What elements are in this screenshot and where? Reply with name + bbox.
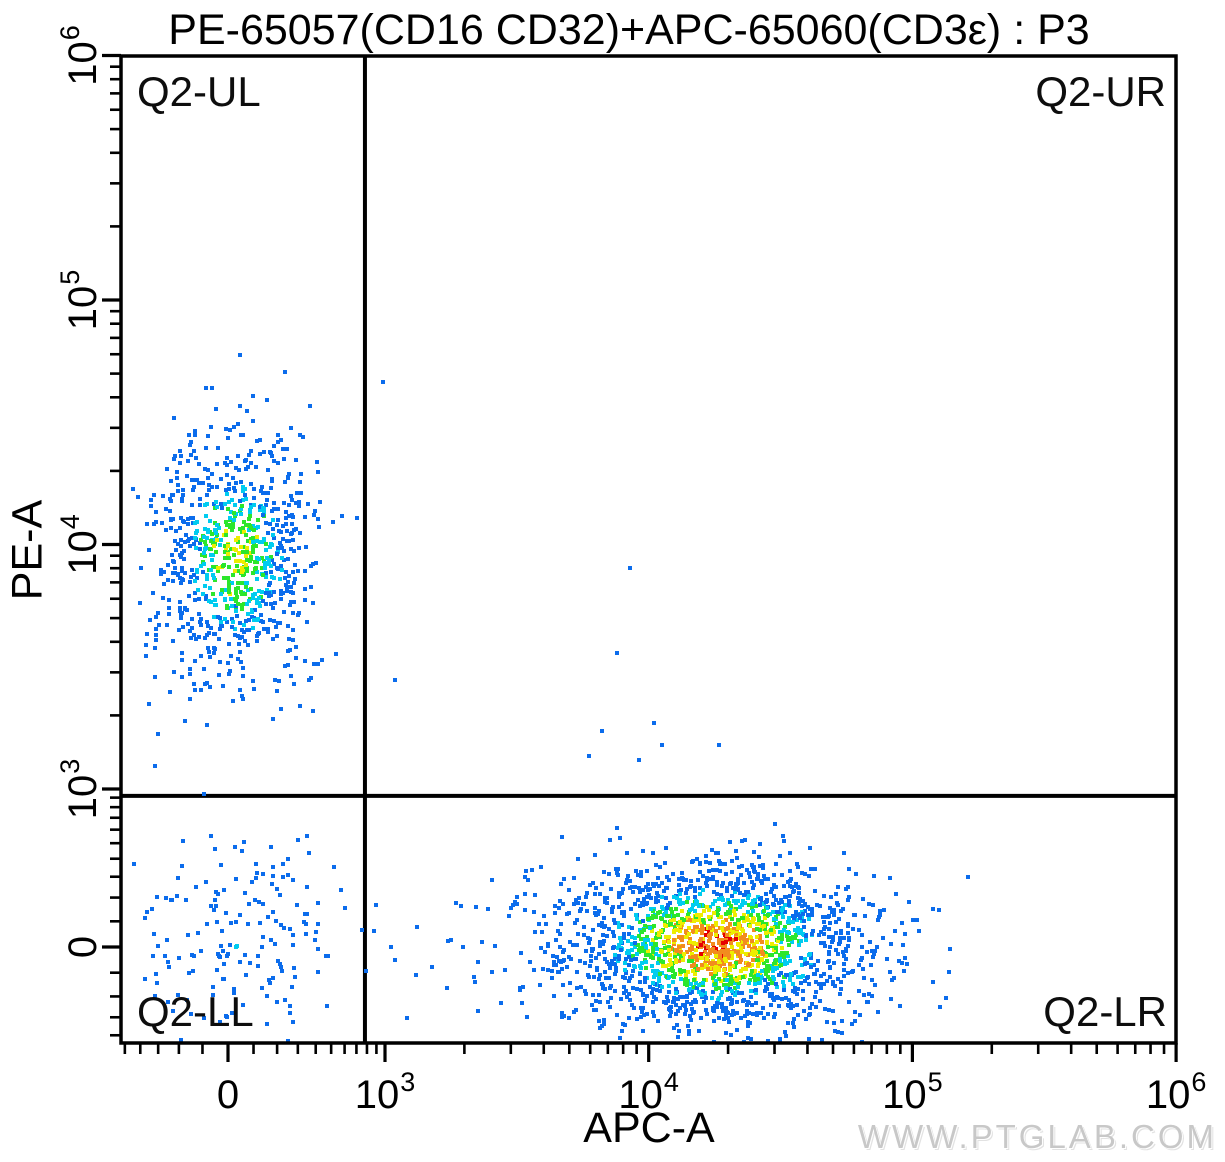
- watermark: WWW.PTGLAB.COM: [857, 1118, 1217, 1155]
- y-axis-ticks: [102, 53, 121, 1037]
- svg-text:0: 0: [61, 936, 105, 958]
- scatter-points: [131, 353, 970, 1042]
- chart-title: PE-65057(CD16 CD32)+APC-65060(CD3ε) : P3: [168, 6, 1090, 54]
- svg-text:105: 105: [55, 270, 105, 331]
- svg-text:103: 103: [355, 1067, 416, 1117]
- quadrant-gate-lines: [121, 56, 1176, 1043]
- svg-text:103: 103: [55, 759, 105, 820]
- y-axis-tick-labels: 0 103 104 105 106: [55, 25, 105, 958]
- y-axis-title: PE-A: [3, 499, 52, 601]
- svg-text:106: 106: [55, 25, 105, 86]
- svg-text:105: 105: [882, 1067, 943, 1117]
- svg-text:104: 104: [55, 514, 105, 575]
- quadrant-label-ll: Q2-LL: [137, 988, 254, 1035]
- x-axis-tick-labels: 0 103 104 105 106: [217, 1067, 1206, 1117]
- quadrant-label-ul: Q2-UL: [137, 68, 261, 115]
- quadrant-label-ur: Q2-UR: [1035, 68, 1166, 115]
- x-axis-title: APC-A: [583, 1104, 715, 1152]
- svg-text:104: 104: [618, 1067, 679, 1117]
- quadrant-label-lr: Q2-LR: [1043, 988, 1167, 1035]
- svg-text:0: 0: [217, 1073, 239, 1117]
- svg-text:106: 106: [1146, 1067, 1207, 1117]
- x-axis-ticks: [123, 1043, 1178, 1062]
